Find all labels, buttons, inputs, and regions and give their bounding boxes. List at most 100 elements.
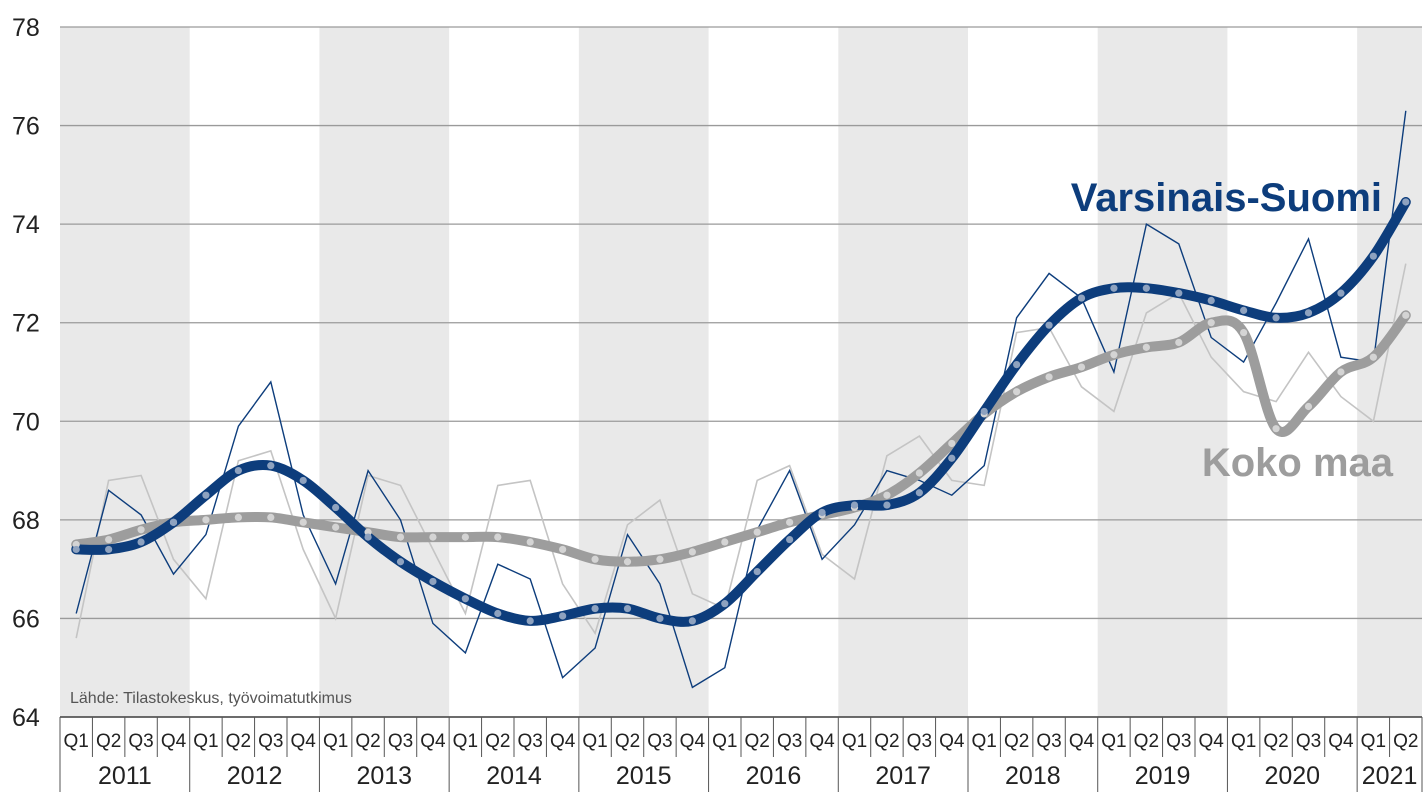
year-band-2015: [578, 27, 709, 717]
y-tick-label-66: 66: [12, 605, 40, 633]
x-tick-label-30: Q3: [1036, 731, 1061, 752]
point-koko-maa-8: [332, 523, 340, 531]
point-varsinais-suomi-27: [948, 454, 956, 462]
x-tick-label-33: Q2: [1134, 731, 1159, 752]
y-tick-label-72: 72: [12, 310, 40, 338]
year-band-2017: [838, 27, 968, 717]
year-label-2020: 2020: [1264, 762, 1320, 790]
point-varsinais-suomi-30: [1045, 321, 1053, 329]
point-varsinais-suomi-18: [656, 614, 664, 623]
point-varsinais-suomi-35: [1207, 296, 1215, 305]
point-varsinais-suomi-21: [753, 568, 761, 576]
x-tick-label-18: Q3: [647, 731, 672, 752]
x-tick-label-12: Q1: [453, 731, 478, 752]
point-koko-maa-4: [202, 516, 210, 524]
point-varsinais-suomi-37: [1272, 314, 1280, 322]
point-koko-maa-32: [1110, 351, 1118, 359]
point-koko-maa-40: [1369, 353, 1377, 361]
year-label-2011: 2011: [98, 762, 152, 790]
point-koko-maa-14: [526, 538, 534, 546]
point-koko-maa-26: [915, 469, 923, 477]
series-label-koko-maa: Koko maa: [1202, 441, 1394, 485]
x-tick-label-32: Q1: [1101, 731, 1126, 752]
x-tick-label-24: Q1: [842, 731, 867, 752]
point-koko-maa-2: [137, 526, 145, 534]
point-koko-maa-17: [623, 558, 632, 566]
point-varsinais-suomi-0: [72, 545, 80, 554]
point-varsinais-suomi-33: [1142, 284, 1150, 292]
x-tick-label-39: Q4: [1328, 731, 1354, 752]
x-tick-label-6: Q3: [258, 731, 283, 752]
x-tick-label-22: Q3: [777, 731, 802, 752]
point-koko-maa-13: [494, 533, 502, 541]
x-tick-label-36: Q1: [1231, 731, 1256, 752]
point-varsinais-suomi-26: [915, 489, 923, 497]
raw-series-lines: [75, 110, 1407, 689]
x-tick-label-7: Q4: [291, 731, 317, 752]
trend-points: [72, 198, 1410, 625]
point-varsinais-suomi-38: [1304, 309, 1313, 317]
x-tick-label-20: Q1: [712, 731, 737, 752]
x-tick-label-37: Q2: [1263, 731, 1288, 752]
point-koko-maa-36: [1240, 328, 1248, 337]
x-tick-label-17: Q2: [615, 731, 640, 752]
x-tick-label-40: Q1: [1361, 731, 1386, 752]
point-varsinais-suomi-24: [850, 501, 859, 509]
year-label-2019: 2019: [1135, 762, 1191, 790]
x-tick-label-5: Q2: [226, 731, 251, 752]
point-varsinais-suomi-41: [1402, 198, 1410, 206]
point-varsinais-suomi-14: [526, 617, 534, 625]
point-koko-maa-12: [461, 533, 469, 541]
x-tick-label-4: Q1: [193, 731, 218, 752]
point-varsinais-suomi-23: [818, 508, 826, 517]
point-varsinais-suomi-4: [202, 491, 210, 499]
year-band-2011: [60, 27, 190, 717]
x-tick-label-0: Q1: [64, 731, 89, 752]
point-varsinais-suomi-15: [559, 612, 567, 620]
x-tick-label-38: Q3: [1296, 731, 1321, 752]
point-koko-maa-37: [1272, 425, 1280, 433]
x-tick-label-10: Q3: [388, 731, 413, 752]
x-tick-label-16: Q1: [582, 731, 607, 752]
x-tick-label-15: Q4: [550, 731, 576, 752]
point-koko-maa-7: [299, 518, 307, 526]
year-label-2016: 2016: [746, 762, 802, 790]
y-tick-label-70: 70: [12, 408, 40, 436]
x-tick-label-11: Q4: [420, 731, 446, 752]
point-varsinais-suomi-1: [105, 545, 113, 554]
x-tick-label-23: Q4: [809, 731, 835, 752]
point-varsinais-suomi-29: [1013, 361, 1021, 369]
point-varsinais-suomi-39: [1337, 289, 1345, 297]
source-note: Lähde: Tilastokeskus, työvoimatutkimus: [70, 690, 352, 707]
point-varsinais-suomi-25: [883, 501, 891, 509]
x-tick-label-14: Q3: [518, 731, 543, 752]
year-band-2013: [319, 27, 450, 717]
point-koko-maa-29: [1013, 388, 1021, 396]
year-label-2018: 2018: [1005, 762, 1061, 790]
point-koko-maa-20: [721, 538, 729, 546]
point-koko-maa-10: [396, 533, 405, 541]
y-tick-label-78: 78: [12, 14, 40, 42]
point-varsinais-suomi-3: [169, 518, 178, 526]
point-varsinais-suomi-32: [1110, 284, 1118, 292]
point-koko-maa-27: [948, 439, 956, 448]
x-tick-label-2: Q3: [128, 731, 153, 752]
point-koko-maa-38: [1304, 402, 1313, 411]
year-label-2012: 2012: [227, 762, 283, 790]
year-label-2013: 2013: [356, 762, 412, 790]
x-tick-label-35: Q4: [1199, 731, 1225, 752]
point-koko-maa-9: [364, 528, 372, 536]
point-koko-maa-30: [1045, 373, 1053, 381]
year-label-2014: 2014: [486, 762, 542, 790]
point-koko-maa-18: [656, 555, 664, 563]
year-label-2017: 2017: [875, 762, 931, 790]
x-tick-label-19: Q4: [680, 731, 706, 752]
point-koko-maa-15: [559, 545, 567, 554]
point-koko-maa-1: [105, 535, 113, 544]
raw-line-koko-maa: [75, 263, 1407, 639]
point-koko-maa-41: [1402, 311, 1410, 319]
x-tick-label-3: Q4: [161, 731, 187, 752]
point-varsinais-suomi-5: [234, 466, 242, 475]
point-koko-maa-21: [753, 528, 761, 536]
